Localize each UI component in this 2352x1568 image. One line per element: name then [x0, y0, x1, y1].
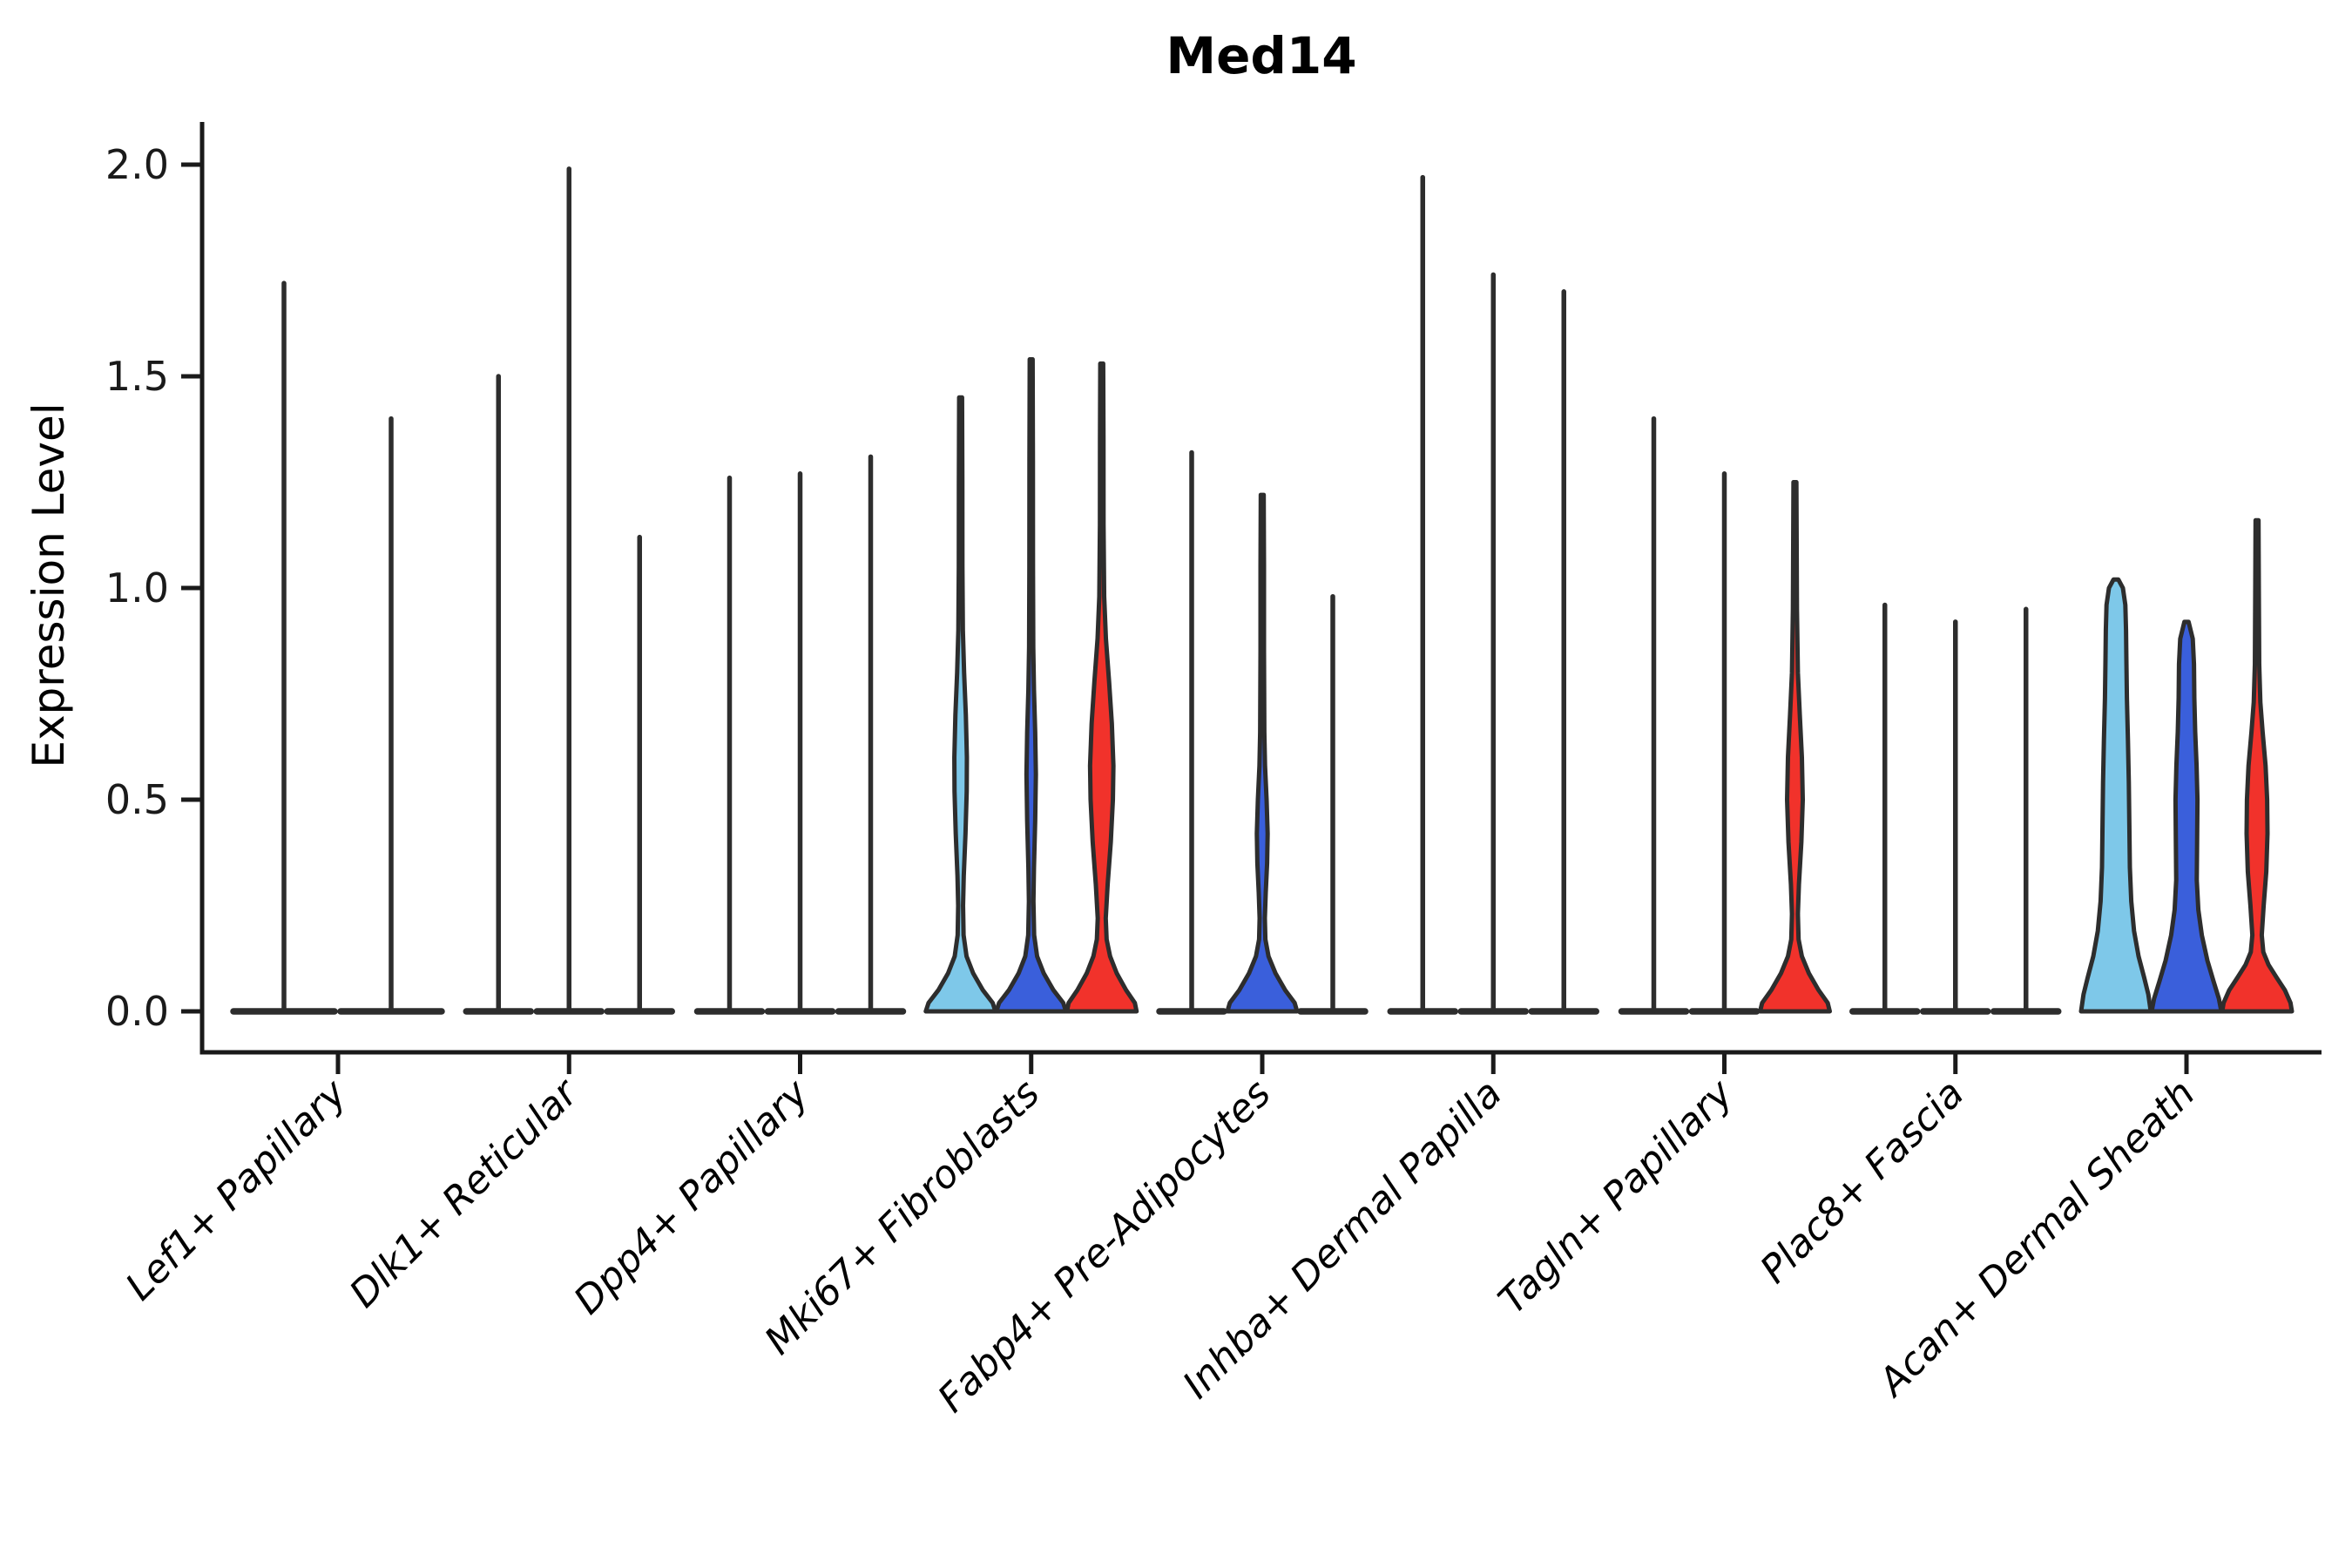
y-tick-label: 1.0	[105, 564, 169, 612]
x-tick-label: Tagln+ Papillary	[1490, 1071, 1742, 1322]
x-tick-label: Dpp4+ Papillary	[565, 1071, 818, 1323]
violin-body	[994, 357, 1069, 1014]
y-axis-label: Expression Level	[24, 402, 74, 768]
violin-body	[2078, 577, 2153, 1014]
violin-body	[2220, 517, 2295, 1014]
violin-body	[1225, 492, 1300, 1014]
violin-body	[2149, 619, 2224, 1014]
y-tick-label: 2.0	[105, 141, 169, 188]
x-tick-label: Dlk1+ Reticular	[341, 1070, 588, 1316]
violin-body	[923, 395, 998, 1014]
x-tick-label: Plac8+ Fascia	[1752, 1071, 1972, 1292]
violin-body	[1064, 361, 1139, 1014]
violin-body	[1758, 480, 1832, 1014]
y-tick-label: 0.5	[105, 776, 169, 823]
y-tick-label: 0.0	[105, 988, 169, 1035]
y-tick-label: 1.5	[105, 353, 169, 400]
chart-title: Med14	[1166, 26, 1357, 85]
x-tick-label: Lef1+ Papillary	[118, 1071, 356, 1309]
